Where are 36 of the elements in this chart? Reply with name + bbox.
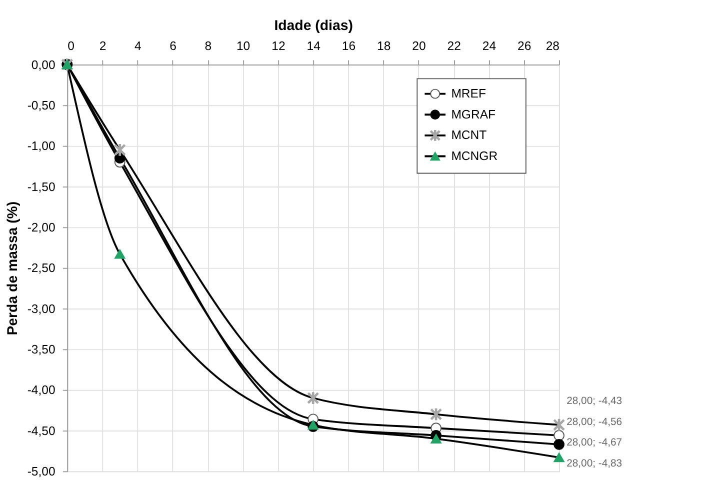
legend-label: MGRAF — [451, 107, 496, 122]
x-tick-label: 10 — [236, 38, 250, 53]
y-tick-label: -2,00 — [27, 220, 56, 234]
x-tick-label: 26 — [518, 38, 532, 53]
x-tick-label: 28 — [546, 38, 560, 53]
text: 28,00; -4,83 — [566, 458, 622, 470]
x-tick-label: 24 — [482, 38, 496, 53]
y-tick-label: -3,00 — [27, 302, 56, 316]
x-tick-label: 12 — [272, 38, 286, 53]
text: 28,00; -4,56 — [566, 416, 622, 428]
y-tick-label: -3,50 — [27, 342, 56, 356]
x-tick-label: 2 — [99, 38, 106, 53]
y-tick-label: -4,00 — [27, 383, 56, 398]
x-tick-label: 20 — [412, 38, 426, 53]
y-tick-label: -1,00 — [27, 139, 56, 154]
x-tick-label: 8 — [204, 38, 212, 53]
legend-label: MCNGR — [451, 149, 498, 164]
y-tick-label: -2,50 — [27, 261, 56, 276]
legend-label: MCNT — [451, 128, 488, 142]
y-tick-label: -4,50 — [27, 424, 56, 438]
text: 28,00; -4,43 — [566, 396, 622, 408]
y-tick-label: -5,00 — [27, 464, 56, 478]
x-tick-label: 22 — [447, 38, 462, 53]
x-tick-label: 14 — [306, 38, 321, 53]
x-tick-label: 6 — [170, 38, 177, 53]
x-axis-title: Idade (dias) — [274, 18, 354, 34]
x-tick-label: 18 — [377, 38, 391, 53]
y-tick-label: -1,50 — [27, 180, 56, 194]
x-tick-label: 0 — [68, 38, 75, 53]
x-tick-label: 16 — [342, 38, 356, 53]
y-axis-title: Perda de massa (%) — [4, 201, 21, 336]
text: 28,00; -4,67 — [566, 438, 622, 449]
y-tick-label: 0,00 — [31, 58, 56, 72]
y-tick-label: -0,50 — [27, 98, 56, 112]
legend-label: MREF — [451, 86, 486, 101]
x-tick-label: 4 — [134, 38, 142, 53]
